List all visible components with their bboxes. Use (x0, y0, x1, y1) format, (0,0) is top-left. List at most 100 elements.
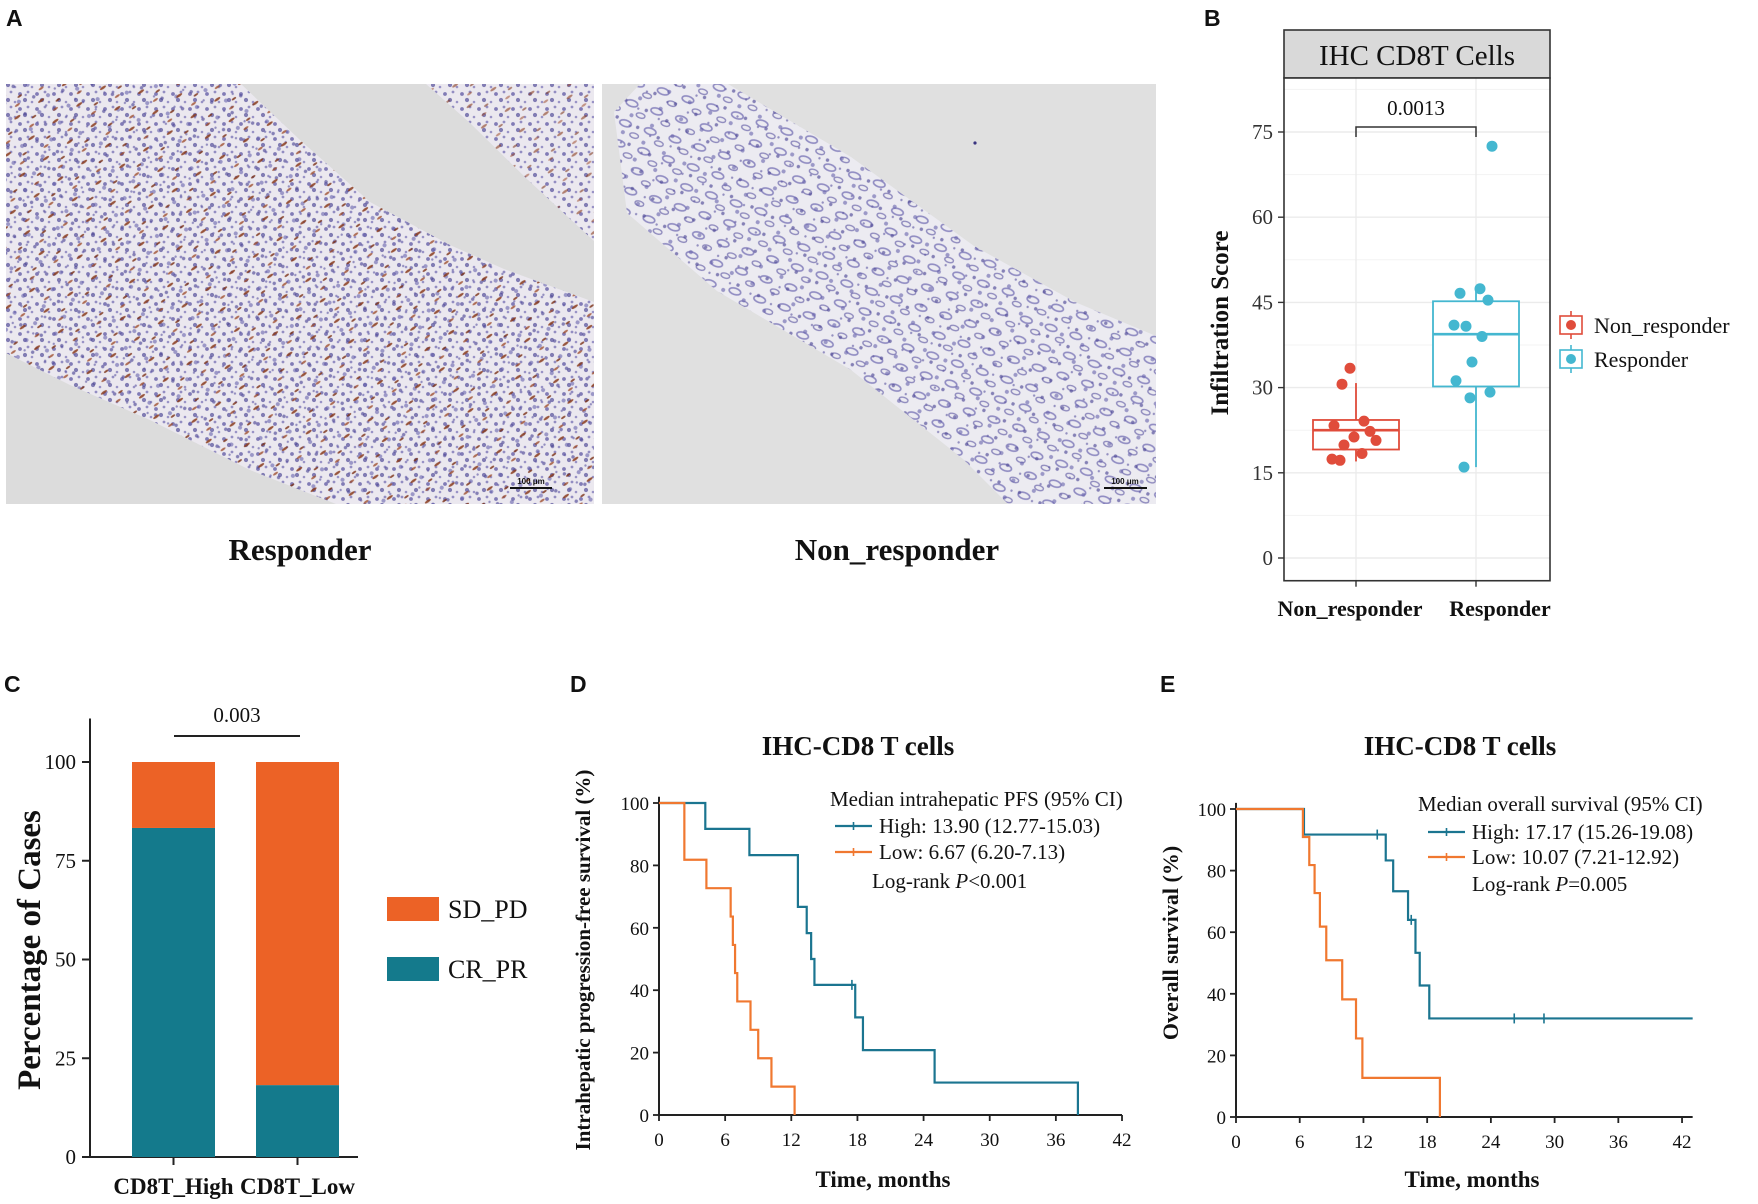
y-tick-label: 45 (1252, 290, 1273, 314)
data-point (1466, 356, 1478, 368)
y-tick-label: 60 (630, 919, 649, 940)
panel-e-km-os: 0 20 40 60 80 100 0 6 12 18 24 30 36 42 High: 17.17 (1… (1158, 731, 1703, 1192)
data-point (1328, 420, 1340, 432)
legend-label: SD_PD (448, 895, 527, 924)
data-point (1334, 454, 1346, 466)
x-tick-label: 12 (1354, 1132, 1373, 1153)
x-tick-label: 36 (1046, 1130, 1065, 1151)
data-point (1484, 386, 1496, 398)
x-axis-label: Time, months (1404, 1167, 1539, 1192)
legend-label: Responder (1594, 347, 1689, 372)
data-point (1370, 434, 1382, 446)
bar-segment-sd-pd (256, 762, 339, 1086)
data-point (1482, 294, 1494, 306)
data-point (1338, 439, 1350, 451)
y-tick-label: 0 (1263, 546, 1274, 570)
y-tick-label: 0 (66, 1145, 77, 1169)
y-tick-label: 100 (1198, 800, 1227, 821)
x-tick-label: 0 (654, 1130, 664, 1151)
panel-letter-e: E (1160, 671, 1175, 697)
x-tick-label: 0 (1231, 1132, 1241, 1153)
y-tick-label: 50 (55, 948, 76, 972)
panel-letter-b: B (1204, 5, 1221, 31)
bar-segment-sd-pd (132, 762, 215, 828)
x-tick-label: 24 (914, 1130, 934, 1151)
km-curve-low (1236, 807, 1441, 1117)
km-curve-high (1236, 807, 1693, 1020)
y-axis-label: Overall survival (%) (1158, 846, 1183, 1040)
y-axis-label: Infiltration Score (1207, 231, 1234, 416)
y-tick-label: 80 (630, 856, 649, 877)
log-rank-text: Log-rank P<0.001 (872, 869, 1027, 893)
y-tick-label: 100 (621, 794, 650, 815)
non-responder-ihc-image: 100 μm (602, 84, 1156, 504)
p-symbol: P (1554, 872, 1568, 896)
x-tick-label: 18 (848, 1130, 867, 1151)
y-tick-label: 60 (1207, 923, 1226, 944)
bar-segment-cr-pr (132, 827, 215, 1157)
tissue-fragment-staining (426, 84, 594, 241)
y-tick-label: 80 (1207, 862, 1226, 883)
x-tick-label: 42 (1113, 1130, 1132, 1151)
legend-label: Low: 6.67 (6.20-7.13) (879, 840, 1065, 864)
y-tick-label: 30 (1252, 376, 1273, 400)
panel-a: 100 μm 100 μm Responder Non_responder (6, 84, 1156, 567)
stain-speck (973, 141, 977, 145)
data-point (1336, 378, 1348, 390)
legend-label: CR_PR (448, 955, 528, 984)
data-point (1460, 320, 1472, 332)
responder-ihc-image: 100 μm (6, 84, 594, 504)
x-tick-label: CD8T_Low (240, 1174, 355, 1199)
data-point (1358, 415, 1370, 427)
p-value: =0.005 (1568, 872, 1627, 896)
legend-label: High: 17.17 (15.26-19.08) (1472, 820, 1693, 844)
y-tick-label: 0 (1217, 1108, 1227, 1129)
x-axis-label: Time, months (815, 1167, 950, 1192)
data-point (1474, 283, 1486, 295)
log-rank-label: Log-rank (1472, 872, 1555, 896)
log-rank-label: Log-rank (872, 869, 955, 893)
p-value: <0.001 (968, 869, 1027, 893)
data-point (1364, 425, 1376, 437)
x-tick-label: 6 (1295, 1132, 1305, 1153)
scale-bar-label: 100 μm (517, 477, 545, 486)
data-point (1464, 392, 1476, 404)
y-tick-label: 20 (1207, 1046, 1226, 1067)
y-tick-label: 20 (630, 1044, 649, 1065)
data-point (1448, 319, 1460, 331)
chart-title: IHC CD8T Cells (1319, 40, 1515, 72)
responder-caption: Responder (229, 532, 372, 567)
plot-frame (1283, 77, 1551, 582)
legend-key-point (1566, 320, 1576, 330)
legend-title: Median intrahepatic PFS (95% CI) (830, 787, 1123, 811)
panel-c-stacked-bar: 0 25 50 75 100 CD8T_High CD8T_Low 0.003 Percenta… (12, 703, 528, 1199)
y-tick-label: 40 (630, 981, 649, 1002)
x-tick-label: 24 (1481, 1132, 1501, 1153)
p-value-label: 0.003 (213, 703, 260, 727)
panel-letter-c: C (4, 671, 21, 697)
facet-strip (1283, 29, 1551, 79)
panel-letter-a: A (6, 5, 23, 31)
km-curve-low (659, 801, 796, 1115)
legend-swatch (387, 957, 439, 981)
y-axis-label: Percentage of Cases (12, 810, 48, 1090)
y-tick-label: 75 (55, 849, 76, 873)
data-point (1348, 431, 1360, 443)
x-tick-label: 6 (720, 1130, 730, 1151)
data-point (1450, 375, 1462, 387)
p-value-label: 0.0013 (1387, 96, 1445, 120)
y-tick-label: 25 (55, 1046, 76, 1070)
non-responder-caption: Non_responder (795, 532, 1000, 567)
p-symbol: P (954, 869, 968, 893)
km-curve-high (659, 801, 1080, 1115)
y-axis-label: Intrahepatic progression-free survival (… (571, 770, 595, 1151)
x-tick-label: 36 (1609, 1132, 1628, 1153)
y-tick-label: 100 (45, 750, 77, 774)
data-point (1486, 140, 1498, 152)
data-point (1476, 330, 1488, 342)
cd8-positive-staining (6, 84, 594, 504)
x-tick-label: 42 (1673, 1132, 1692, 1153)
significance-bracket (1355, 126, 1477, 137)
x-tick-label: Responder (1449, 596, 1551, 621)
